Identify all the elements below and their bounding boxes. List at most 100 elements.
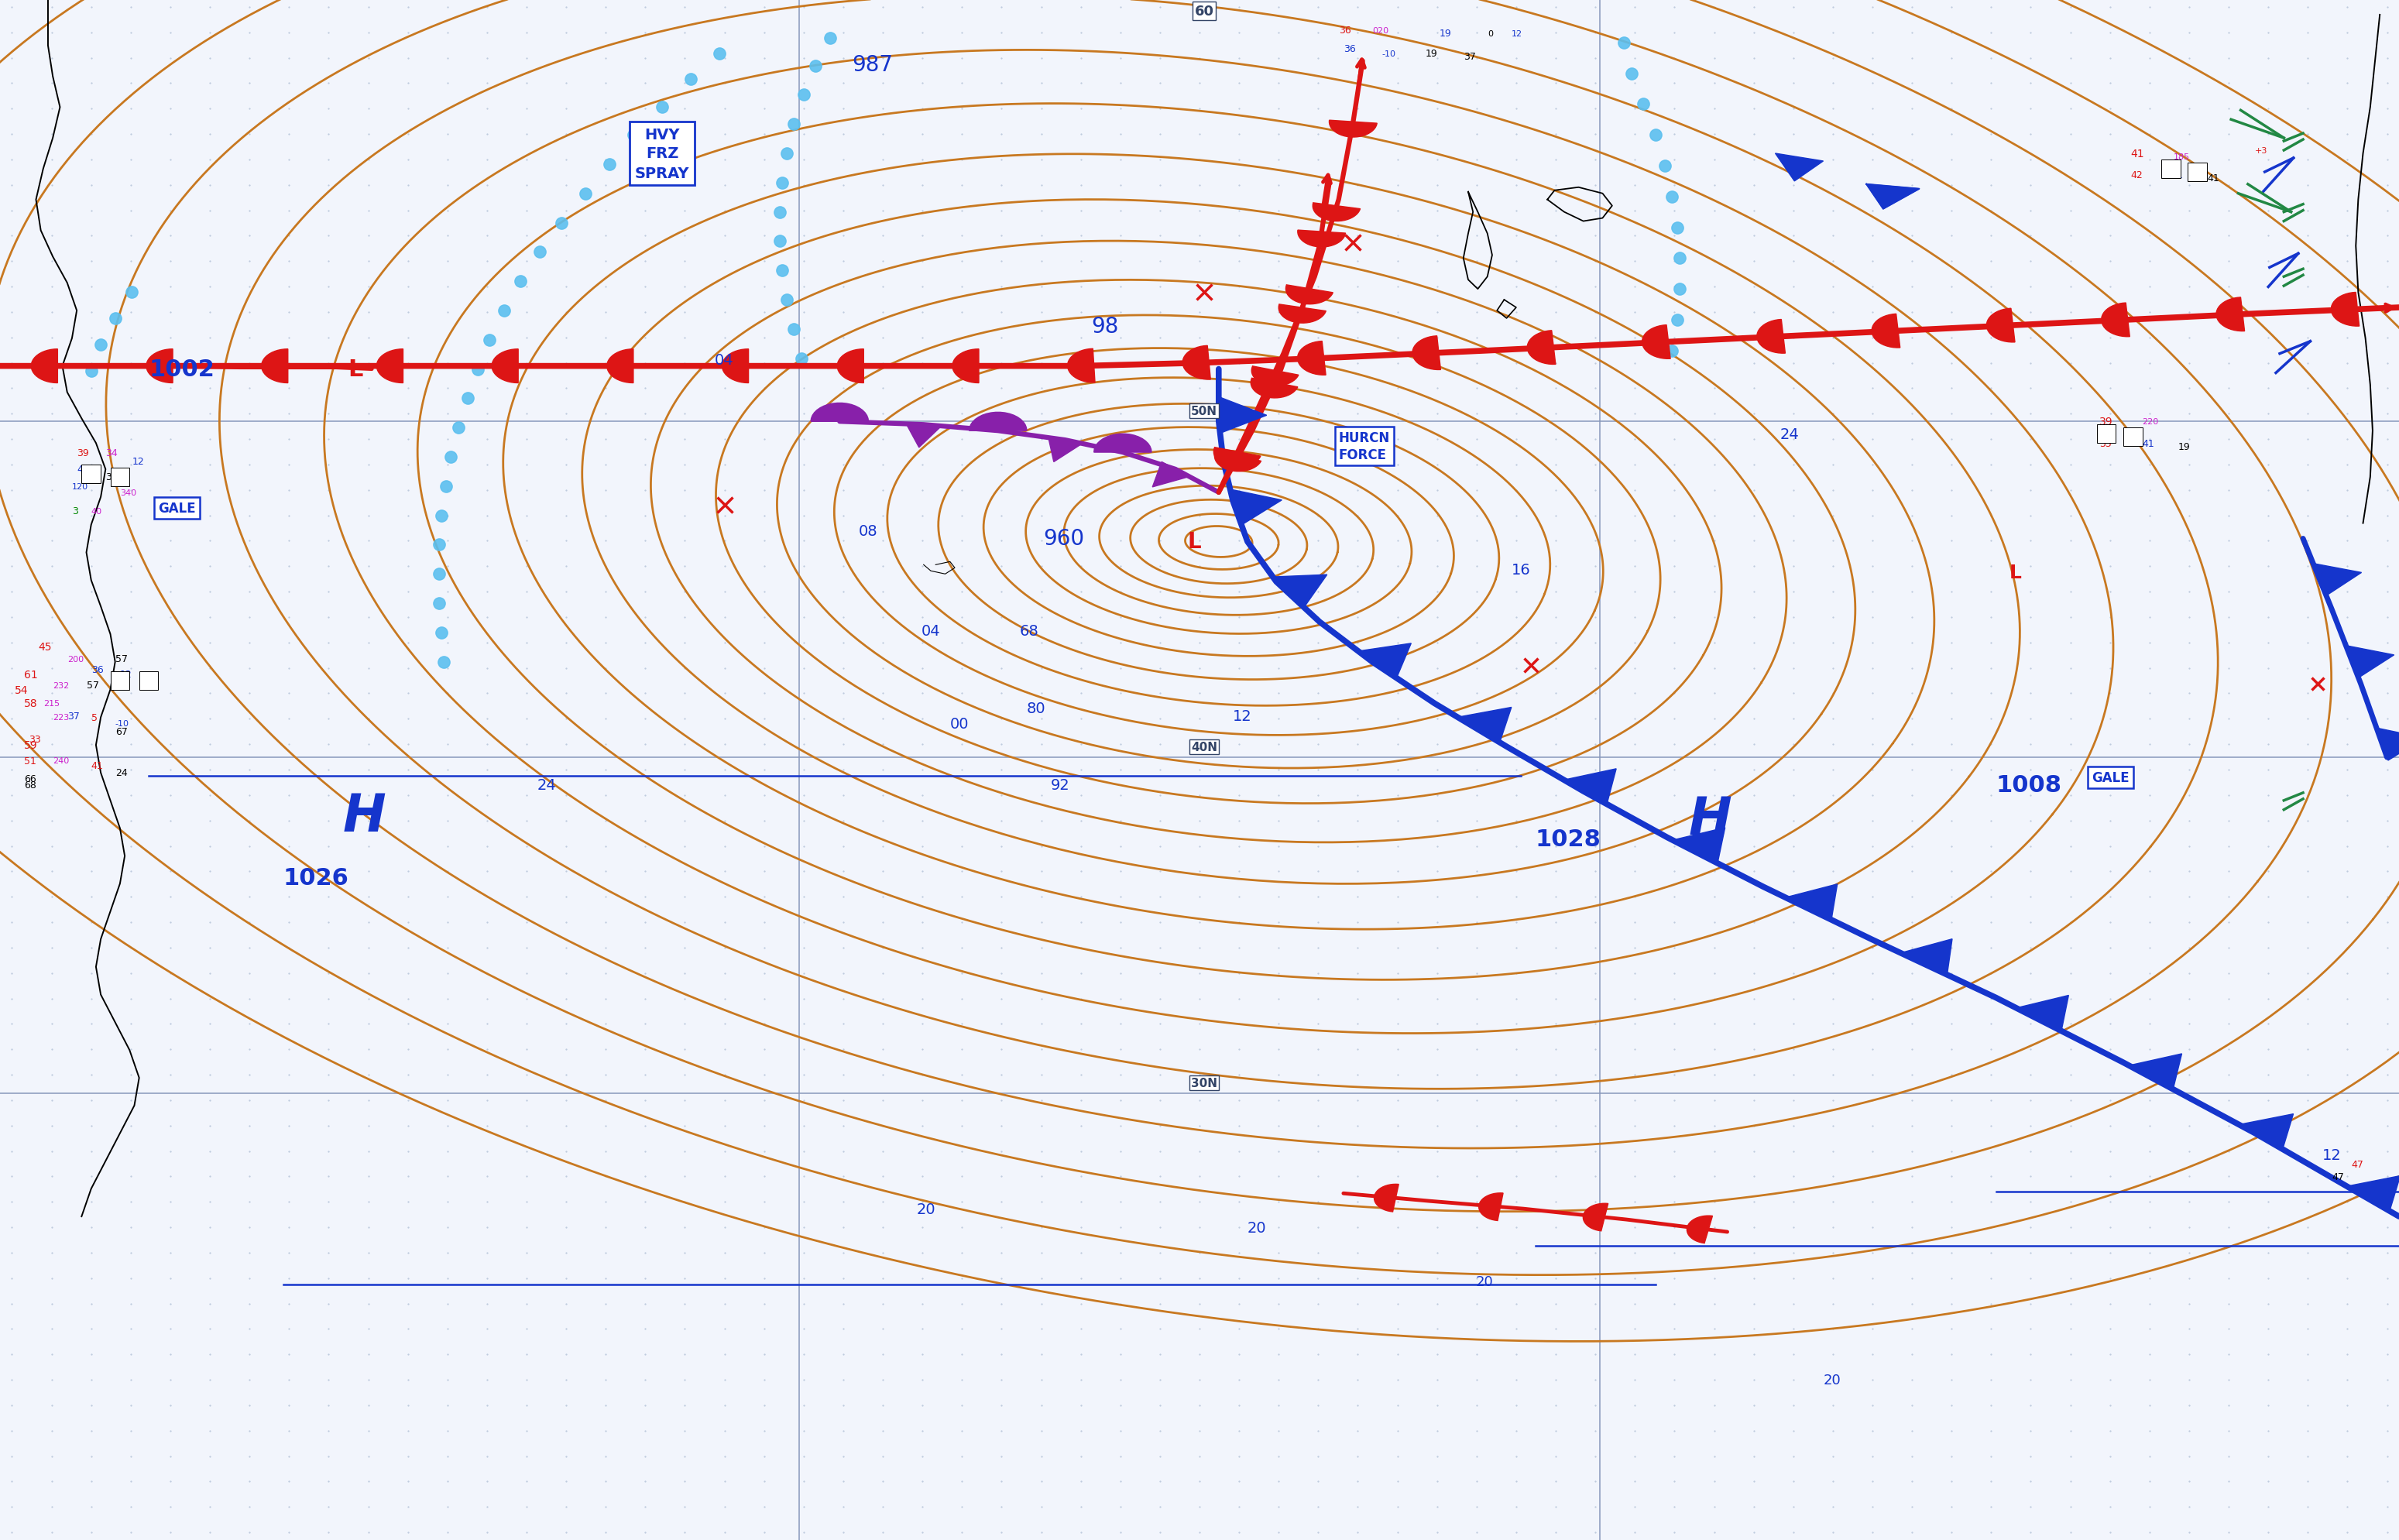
Text: L: L <box>2008 564 2022 582</box>
Polygon shape <box>2346 1177 2399 1210</box>
Polygon shape <box>1900 939 1953 975</box>
Text: 41: 41 <box>2142 439 2154 448</box>
Text: 37: 37 <box>1463 52 1475 62</box>
Polygon shape <box>1564 768 1617 804</box>
Polygon shape <box>1279 305 1327 323</box>
Text: 16: 16 <box>1511 562 1531 578</box>
Polygon shape <box>2128 1053 2181 1089</box>
Text: 33: 33 <box>29 735 41 744</box>
Text: 60: 60 <box>1195 5 1214 18</box>
Polygon shape <box>1298 231 1346 248</box>
Polygon shape <box>1183 347 1211 380</box>
Polygon shape <box>722 350 748 383</box>
Text: 24: 24 <box>115 768 127 778</box>
Polygon shape <box>1228 490 1281 525</box>
Polygon shape <box>1355 644 1411 679</box>
Text: 220: 220 <box>2142 417 2159 427</box>
Polygon shape <box>2102 303 2130 337</box>
Text: 12: 12 <box>132 457 144 467</box>
FancyBboxPatch shape <box>110 671 130 690</box>
Text: 68: 68 <box>1020 624 1039 639</box>
Text: 41: 41 <box>91 761 103 770</box>
Text: 68: 68 <box>24 781 36 790</box>
Polygon shape <box>1413 336 1442 370</box>
Polygon shape <box>146 350 173 383</box>
Text: 36: 36 <box>1343 45 1355 54</box>
Polygon shape <box>1312 203 1360 222</box>
Text: 04: 04 <box>921 624 940 639</box>
Text: 30: 30 <box>106 473 118 482</box>
Text: 57: 57 <box>115 654 127 664</box>
Text: 24: 24 <box>1780 427 1799 442</box>
Text: 39: 39 <box>77 448 89 457</box>
Text: 24: 24 <box>537 778 557 793</box>
Polygon shape <box>1048 437 1082 462</box>
Text: L: L <box>348 359 362 380</box>
Text: 40N: 40N <box>1192 741 1216 753</box>
Text: 19: 19 <box>1439 29 1451 38</box>
Text: 35: 35 <box>2099 439 2111 448</box>
Text: 41: 41 <box>2207 174 2219 183</box>
Text: 98: 98 <box>1092 316 1118 337</box>
FancyBboxPatch shape <box>2188 163 2207 182</box>
Text: GALE: GALE <box>158 501 197 516</box>
Polygon shape <box>31 350 58 383</box>
FancyBboxPatch shape <box>139 671 158 690</box>
Text: 120: 120 <box>72 482 89 491</box>
Text: +3: +3 <box>2255 146 2267 156</box>
Text: 12: 12 <box>2322 1147 2341 1163</box>
FancyBboxPatch shape <box>2123 428 2142 447</box>
Text: 37: 37 <box>67 711 79 721</box>
Text: 185: 185 <box>2173 152 2190 162</box>
Polygon shape <box>2377 728 2399 761</box>
Polygon shape <box>1094 434 1152 453</box>
Text: -10: -10 <box>1382 49 1396 59</box>
Text: HVY
FRZ
SPRAY: HVY FRZ SPRAY <box>636 128 689 180</box>
Polygon shape <box>1785 884 1838 919</box>
Text: -10: -10 <box>115 719 130 728</box>
Text: 41: 41 <box>2130 148 2145 160</box>
Text: 987: 987 <box>852 54 892 75</box>
Polygon shape <box>1641 325 1670 359</box>
Polygon shape <box>2217 297 2245 331</box>
Text: 42: 42 <box>77 465 89 474</box>
Text: H: H <box>1689 793 1732 845</box>
FancyBboxPatch shape <box>2097 425 2116 444</box>
Text: 04: 04 <box>715 353 734 368</box>
Polygon shape <box>1250 379 1298 399</box>
Text: 1026: 1026 <box>283 867 348 889</box>
Polygon shape <box>607 350 633 383</box>
FancyBboxPatch shape <box>82 465 101 484</box>
Polygon shape <box>1686 1217 1713 1243</box>
Polygon shape <box>1866 185 1919 209</box>
Text: L: L <box>1188 531 1202 553</box>
Text: 5: 5 <box>91 713 98 722</box>
Polygon shape <box>1583 1204 1607 1230</box>
Polygon shape <box>1329 120 1377 137</box>
Text: 45: 45 <box>38 641 53 653</box>
Text: 1008: 1008 <box>1996 775 2061 796</box>
Polygon shape <box>952 350 979 383</box>
Text: 19: 19 <box>2178 442 2190 451</box>
Text: 0: 0 <box>1487 29 1492 38</box>
Polygon shape <box>2332 293 2358 326</box>
Text: 58: 58 <box>24 698 38 710</box>
Text: 20: 20 <box>1823 1372 1840 1388</box>
Polygon shape <box>1298 342 1327 376</box>
Polygon shape <box>261 350 288 383</box>
Polygon shape <box>1756 320 1785 354</box>
Text: 80: 80 <box>1027 701 1046 716</box>
Polygon shape <box>1286 285 1334 305</box>
Text: 08: 08 <box>859 524 878 539</box>
Text: 00: 00 <box>950 716 969 732</box>
Polygon shape <box>1068 350 1094 383</box>
Text: 42: 42 <box>2130 171 2142 180</box>
Text: 960: 960 <box>1044 528 1084 550</box>
Text: 41: 41 <box>2171 171 2183 180</box>
Text: 57: 57 <box>86 681 98 690</box>
Text: HURCN
FORCE: HURCN FORCE <box>1339 431 1389 462</box>
Text: 20: 20 <box>1475 1274 1492 1289</box>
Polygon shape <box>1219 397 1267 434</box>
Polygon shape <box>2313 564 2361 596</box>
Text: 340: 340 <box>120 488 137 497</box>
